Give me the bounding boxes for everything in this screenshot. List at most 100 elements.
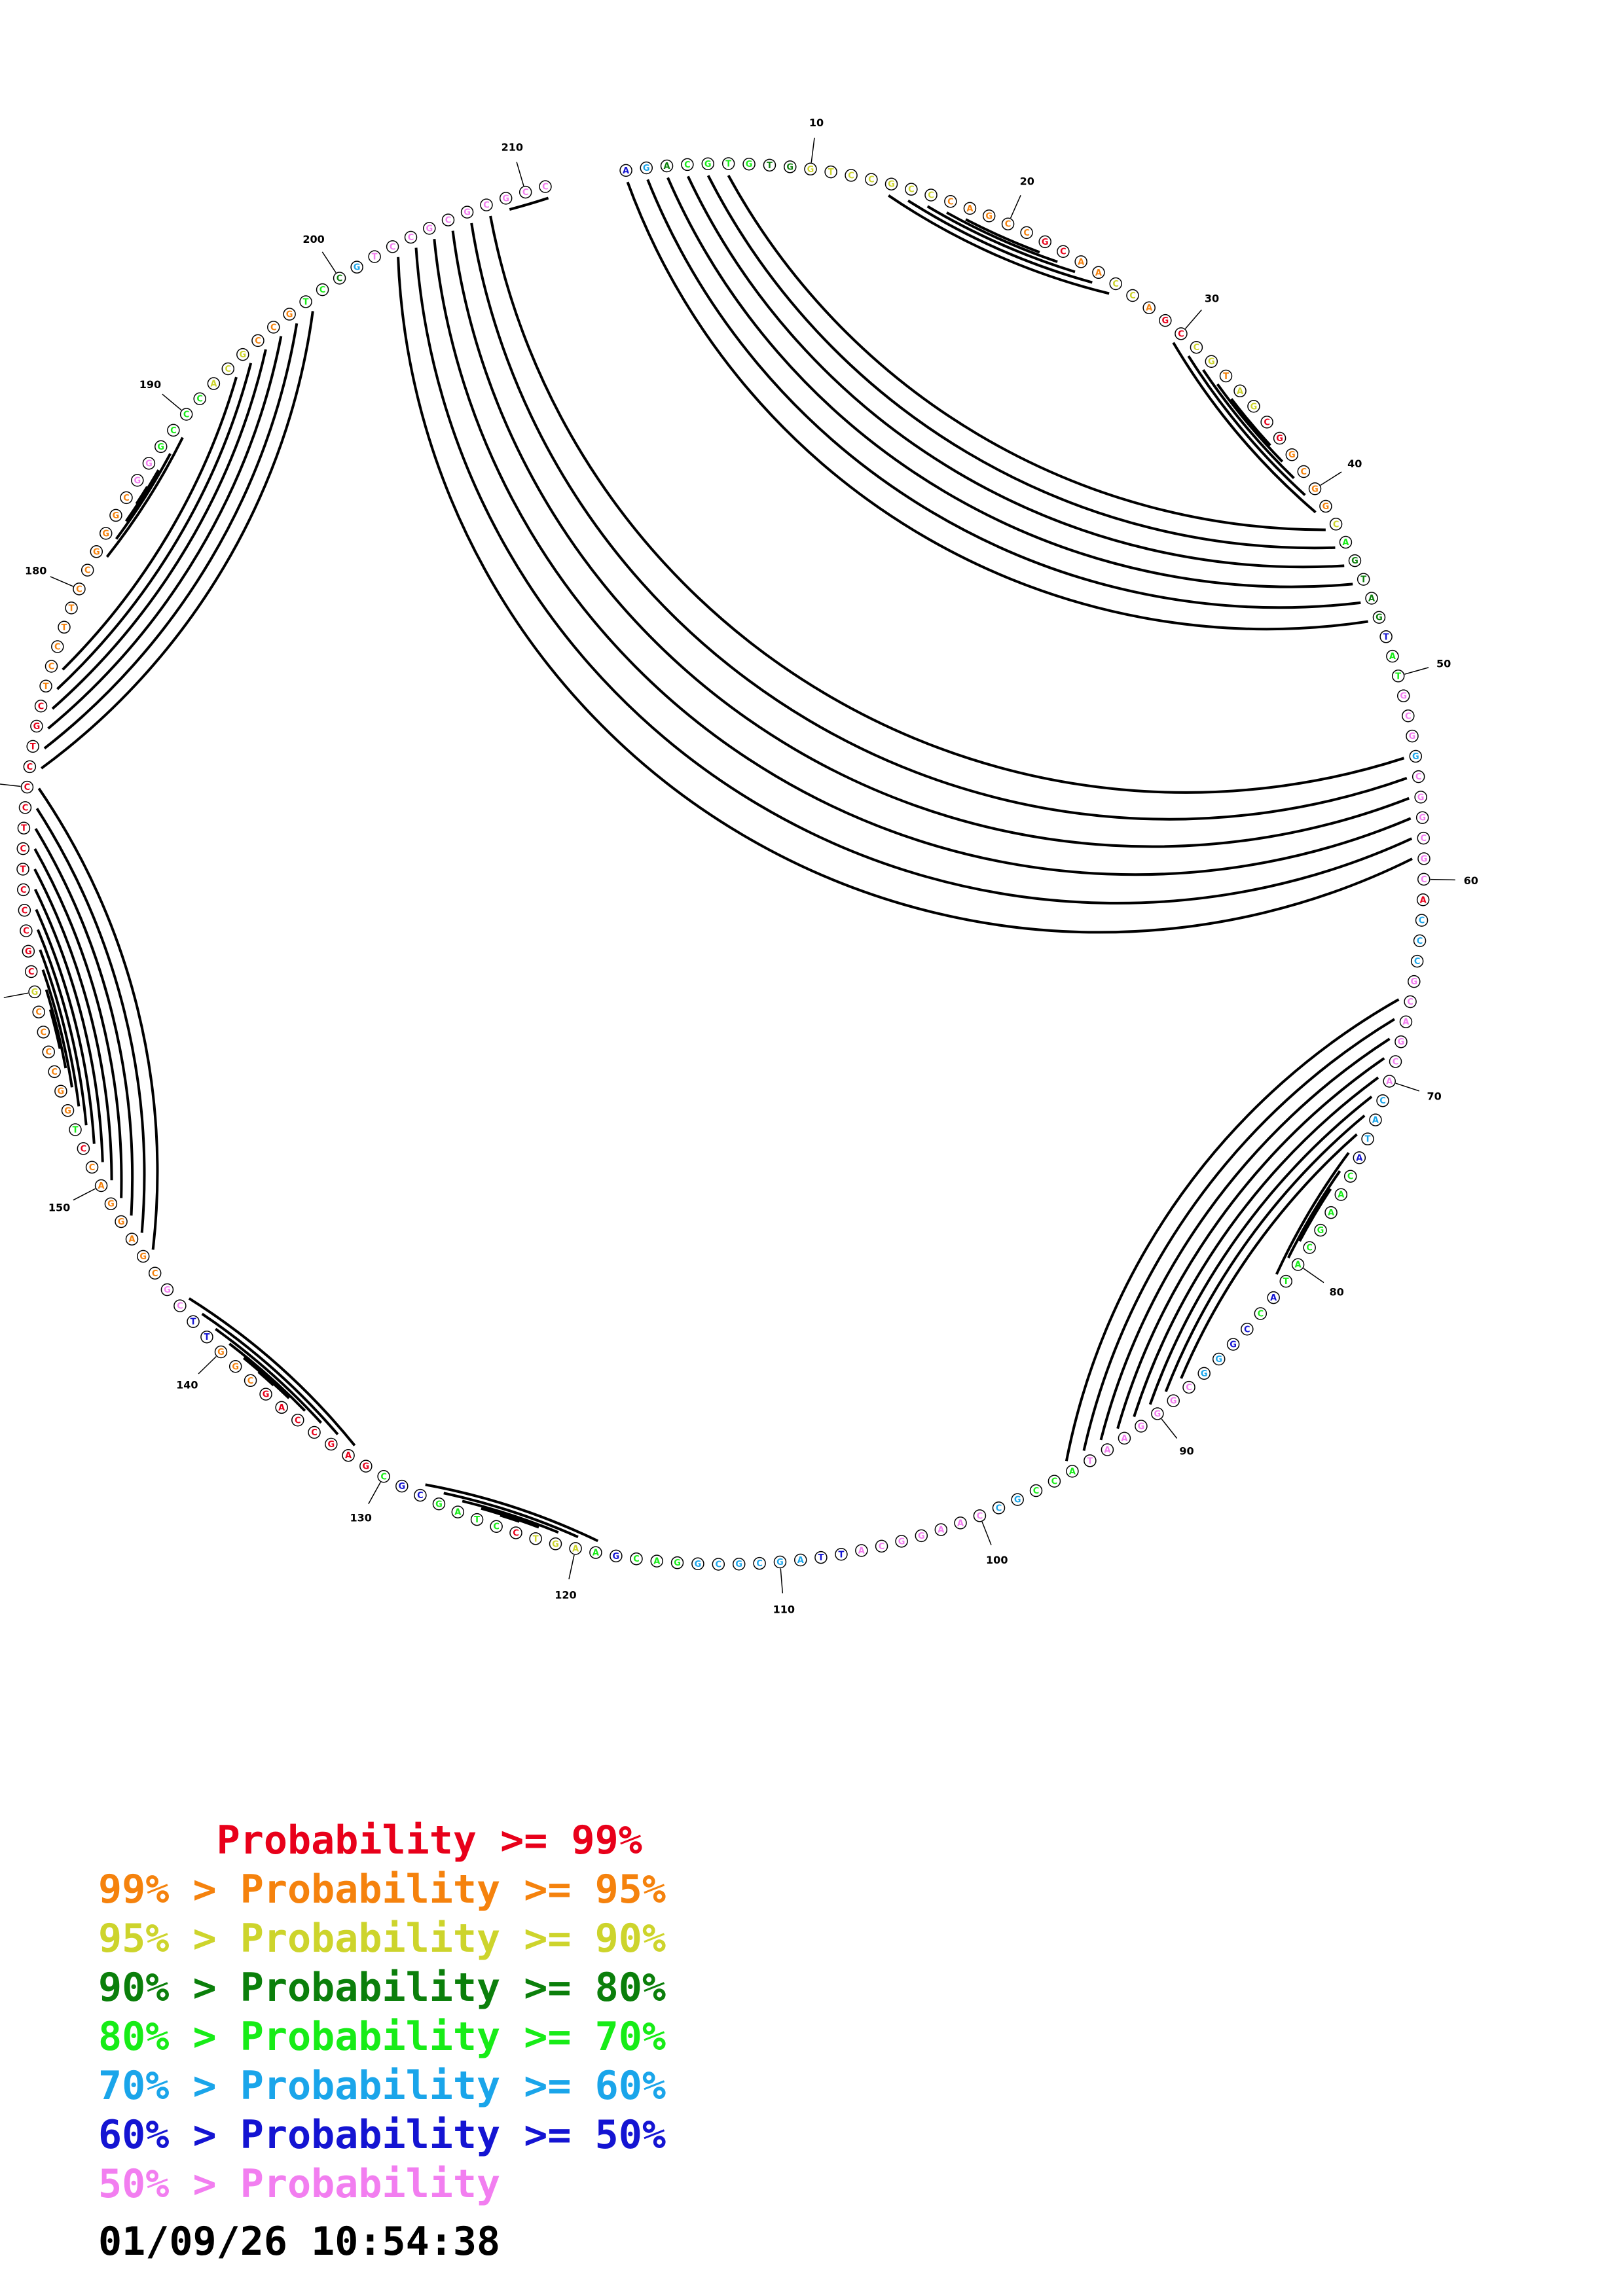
legend-row: 99% > Probability >= 95% — [98, 1867, 666, 1912]
nucleotide: G — [54, 1085, 67, 1098]
base-pair-arc — [926, 205, 1076, 274]
position-tick — [1303, 1268, 1324, 1283]
nucleotide-letter: C — [977, 1511, 983, 1521]
nucleotide-letter: C — [48, 662, 55, 672]
nucleotide-letter: C — [177, 1302, 183, 1312]
nucleotide: C — [1190, 340, 1203, 354]
position-tick — [981, 1521, 992, 1545]
nucleotide-letter: A — [623, 166, 629, 176]
nucleotide-letter: G — [746, 160, 753, 170]
nucleotide: G — [1406, 729, 1419, 743]
nucleotide-letter: C — [23, 927, 29, 937]
nucleotide-letter: A — [653, 1557, 660, 1567]
legend-row: 90% > Probability >= 80% — [98, 1965, 666, 2011]
nucleotide-letter: G — [1138, 1422, 1145, 1432]
base-pair-arc — [509, 196, 549, 211]
nucleotide-letter: G — [1410, 977, 1417, 987]
nucleotide: C — [509, 1526, 522, 1539]
nucleotide: C — [81, 564, 94, 577]
nucleotide-letter: G — [1201, 1369, 1208, 1379]
base-pair-arc — [470, 223, 1408, 821]
nucleotide: C — [1412, 770, 1425, 783]
nucleotide-letter: G — [1162, 316, 1169, 326]
nucleotide: G — [136, 1249, 150, 1263]
nucleotide: G — [1038, 235, 1051, 249]
nucleotide: A — [954, 1516, 967, 1530]
nucleotide: C — [24, 965, 38, 978]
nucleotide-letter: T — [1283, 1277, 1289, 1287]
nucleotide-letter: C — [879, 1542, 885, 1552]
nucleotide: C — [865, 173, 878, 186]
nucleotide-letter: G — [695, 1560, 702, 1570]
nucleotide: A — [619, 164, 632, 177]
nucleotide: A — [1233, 384, 1247, 398]
nucleotide: C — [1303, 1241, 1316, 1254]
nucleotide-letter: A — [1295, 1261, 1302, 1270]
position-label: 90 — [1179, 1444, 1194, 1457]
nucleotide-letter: T — [828, 168, 834, 177]
nucleotide: A — [660, 159, 674, 173]
nucleotide-letter: G — [286, 310, 293, 320]
base-pair-arc — [1148, 1096, 1373, 1405]
nucleotide: C — [1415, 914, 1429, 927]
nucleotide-letter: C — [38, 702, 45, 711]
nucleotide-letter: A — [572, 1544, 579, 1554]
nucleotide-letter: G — [64, 1106, 71, 1116]
nucleotide-letter: A — [663, 162, 670, 171]
nucleotide: C — [244, 1374, 257, 1388]
base-pair-arc — [626, 181, 1368, 631]
position-label: 110 — [773, 1603, 795, 1615]
nucleotide: C — [37, 1026, 50, 1039]
nucleotide: C — [1402, 709, 1415, 723]
position-tick — [1404, 667, 1429, 675]
nucleotide-letter: C — [89, 1163, 96, 1173]
nucleotide: G — [549, 1537, 562, 1551]
nucleotide: T — [1219, 369, 1233, 383]
nucleotide: C — [32, 1005, 45, 1018]
nucleotide: G — [742, 157, 756, 171]
nucleotide-letter: A — [797, 1556, 804, 1566]
nucleotide: A — [1334, 1188, 1348, 1201]
nucleotide: T — [200, 1330, 213, 1344]
timestamp: 01/09/26 10:54:38 — [98, 2219, 501, 2265]
nucleotide-letter: G — [1014, 1496, 1021, 1505]
nucleotide-letter: C — [684, 160, 691, 170]
nucleotide: C — [490, 1520, 503, 1533]
nucleotide: G — [1273, 431, 1286, 445]
nucleotide-letter: C — [1414, 957, 1421, 967]
nucleotide-letter: G — [898, 1537, 905, 1547]
position-tick — [1161, 1418, 1178, 1439]
nucleotide-letter: C — [445, 216, 452, 226]
nucleotide: C — [1417, 872, 1431, 886]
nucleotide-letter: C — [22, 803, 29, 813]
nucleotide: G — [160, 1283, 174, 1297]
nucleotide: G — [99, 527, 113, 540]
nucleotide-letter: G — [776, 1558, 784, 1568]
nucleotide: C — [973, 1509, 987, 1522]
probability-legend: Probability >= 99% 99% > Probability >= … — [98, 1816, 666, 2209]
nucleotide-letter: T — [818, 1553, 824, 1563]
nucleotide: C — [85, 1160, 99, 1174]
nucleotide-letter: G — [1412, 752, 1419, 762]
nucleotide-letter: G — [1421, 854, 1428, 864]
nucleotide-letter: C — [183, 410, 190, 420]
nucleotide-letter: C — [408, 233, 414, 243]
nucleotide-letter: G — [1409, 732, 1416, 742]
base-pair-arc — [257, 1371, 275, 1387]
nucleotide-letter: G — [354, 263, 361, 273]
nucleotide: G — [1135, 1420, 1148, 1433]
nucleotide: C — [630, 1552, 643, 1566]
base-pair-arc — [462, 1499, 559, 1534]
nucleotide-letter: C — [41, 1028, 47, 1037]
nucleotide-letter: C — [1393, 1057, 1399, 1067]
nucleotide-letter: G — [643, 164, 650, 173]
nucleotide: A — [569, 1542, 582, 1555]
nucleotide-letter: C — [35, 1008, 42, 1018]
base-pair-arc — [706, 175, 1336, 550]
nucleotide-letter: C — [20, 886, 27, 895]
nucleotide: G — [236, 348, 249, 361]
nucleotide-letter: G — [1276, 434, 1283, 444]
nucleotide-letter: A — [1386, 1077, 1393, 1086]
nucleotide-letter: T — [1223, 372, 1229, 382]
nucleotide: C — [480, 198, 493, 211]
